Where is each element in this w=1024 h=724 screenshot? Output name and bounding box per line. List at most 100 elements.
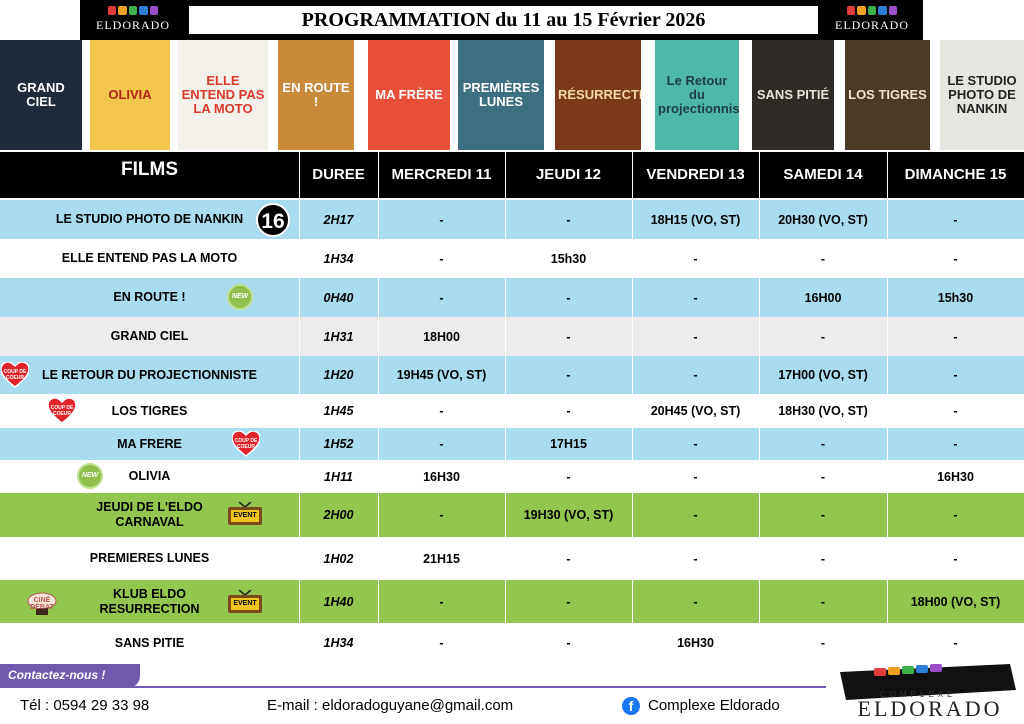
film-duration: 0H40 — [299, 278, 378, 317]
column-header: SAMEDI 14 — [783, 166, 863, 183]
showtime: - — [887, 493, 1024, 537]
event-label: EVENT — [233, 512, 257, 519]
showtime: - — [505, 200, 632, 239]
film-title-text: LE RETOUR DU PROJECTIONNISTE — [41, 367, 258, 382]
cell-text: - — [953, 404, 958, 418]
table-row: LE STUDIO PHOTO DE NANKIN 2H17 - - 18H15 (VO… — [0, 200, 1024, 239]
film-title: GRAND CIEL — [0, 317, 299, 356]
cell-text: 18H00 (VO, ST) — [910, 594, 1001, 609]
film-title-text: PREMIERES LUNES — [89, 551, 210, 565]
showtime: 18H00 — [378, 317, 505, 356]
showtime: 16H30 — [378, 460, 505, 493]
showtime: - — [759, 580, 887, 623]
film-duration: 1H52 — [299, 428, 378, 460]
event-label: EVENT — [233, 600, 257, 607]
cell-text: - — [820, 437, 826, 451]
film-title-text: LOS TIGRES — [111, 403, 188, 418]
showtime: 18H15 (VO, ST) — [632, 200, 759, 239]
showtime: - — [887, 239, 1024, 278]
table-row: EN ROUTE ! 0H40 - - - 16H00 15h30 — [0, 278, 1024, 317]
schedule-table-header: FILMS DUREE MERCREDI 11 JEUDI 12 VENDREDI 13… — [0, 152, 1024, 198]
poster-title: MA FRÈRE — [375, 87, 443, 102]
movie-poster: LE STUDIO PHOTO DE NANKIN — [940, 40, 1024, 150]
cell-text: - — [820, 636, 826, 650]
film-title: OLIVIA — [0, 460, 299, 493]
showtime: - — [632, 239, 759, 278]
showtime: 19H30 (VO, ST) — [505, 493, 632, 537]
film-title: LOS TIGRES — [0, 394, 299, 428]
cell-text: - — [439, 290, 444, 305]
cell-text: 2H00 — [323, 508, 354, 522]
cell-text: - — [953, 329, 958, 344]
table-row: ELLE ENTEND PAS LA MOTO 1H34 - 15h30 - - - — [0, 239, 1024, 278]
film-duration: 2H00 — [299, 493, 378, 537]
cell-text: - — [566, 212, 571, 227]
column-header: FILMS — [121, 159, 178, 180]
cell-text: 18H00 — [423, 329, 460, 344]
showtime: - — [759, 428, 887, 460]
film-duration: 1H31 — [299, 317, 378, 356]
complexe-label: COMPLEXE — [880, 690, 957, 699]
email-address: E-mail : eldoradoguyane@gmail.com — [267, 697, 514, 714]
film-title-text: ELLE ENTEND PAS LA MOTO — [61, 251, 238, 265]
movie-poster: RÉSURRECTION — [555, 40, 641, 150]
cell-text: - — [820, 551, 826, 566]
showtime: - — [759, 623, 887, 663]
cell-text: 18H30 (VO, ST) — [778, 404, 868, 418]
contact-divider — [0, 686, 826, 688]
cell-text: - — [566, 594, 571, 609]
film-title: JEUDI DE L'ELDO CARNAVAL — [0, 493, 299, 537]
film-title: LE STUDIO PHOTO DE NANKIN — [0, 200, 299, 239]
film-duration: 1H20 — [299, 356, 378, 394]
cell-text: - — [566, 551, 571, 566]
film-title: SANS PITIE — [0, 623, 299, 663]
cell-text: - — [820, 508, 826, 522]
event-sign-icon: EVENT — [227, 590, 263, 614]
cell-text: 18H15 (VO, ST) — [650, 212, 741, 227]
cell-text: - — [820, 251, 826, 266]
cell-text: 19H45 (VO, ST) — [396, 368, 487, 382]
showtime: - — [632, 278, 759, 317]
new-badge-icon: NEW — [77, 463, 103, 489]
showtime: - — [378, 239, 505, 278]
showtime: - — [378, 428, 505, 460]
cell-text: - — [953, 551, 958, 566]
cell-text: 16H00 — [804, 290, 842, 305]
logo-text: ELDORADO — [96, 18, 170, 32]
table-row: MA FRERE 1H52 - 17H15 - - - — [0, 428, 1024, 460]
cell-text: 15h30 — [937, 290, 974, 305]
movie-poster: SANS PITIÉ — [752, 40, 834, 150]
showtime: - — [378, 623, 505, 663]
cell-text: - — [566, 636, 571, 650]
showtime: - — [505, 460, 632, 493]
showtime: - — [759, 317, 887, 356]
film-title-text: EN ROUTE ! — [113, 290, 186, 304]
cell-text: 2H17 — [323, 212, 354, 227]
poster-title: PREMIÈRES LUNES — [462, 80, 540, 109]
film-title-text: SANS PITIE — [114, 635, 185, 650]
cell-text: 1H34 — [323, 251, 354, 266]
poster-title: Le Retour du projectionniste — [658, 73, 739, 116]
showtime: 17H15 — [505, 428, 632, 460]
showtime: 18H30 (VO, ST) — [759, 394, 887, 428]
cell-text: - — [566, 404, 571, 418]
cell-text: 15h30 — [550, 251, 587, 266]
film-title: LE RETOUR DU PROJECTIONNISTE — [0, 356, 299, 394]
header-bar: ELDORADO PROGRAMMATION du 11 au 15 Févri… — [80, 0, 923, 40]
film-title: EN ROUTE ! — [0, 278, 299, 317]
eldorado-logo-right: ELDORADO — [827, 4, 917, 36]
facebook-icon: f — [622, 697, 640, 715]
cell-text: - — [693, 508, 698, 522]
film-title: ELLE ENTEND PAS LA MOTO — [0, 239, 299, 278]
poster-title: LE STUDIO PHOTO DE NANKIN — [947, 73, 1017, 116]
poster-title: GRAND CIEL — [17, 80, 65, 109]
showtime: - — [505, 537, 632, 580]
showtime: - — [505, 278, 632, 317]
showtime: - — [887, 394, 1024, 428]
poster-title: LOS TIGRES — [848, 87, 927, 102]
showtime: - — [632, 428, 759, 460]
coup-de-coeur-label: COUP DE COEUR — [50, 405, 74, 417]
showtime: - — [632, 580, 759, 623]
cell-text: - — [953, 508, 958, 522]
cell-text: - — [439, 404, 444, 418]
